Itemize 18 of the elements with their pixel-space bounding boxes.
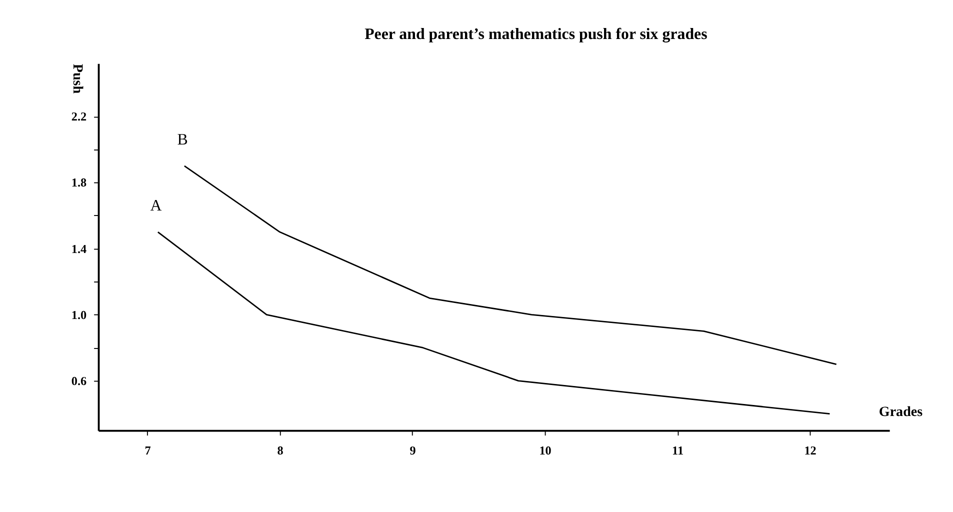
y-axis-title: Push	[69, 64, 86, 94]
x-tick-label: 8	[277, 443, 284, 458]
series-label: A	[150, 197, 162, 214]
line-series	[184, 165, 838, 365]
y-tick-label: 2.2	[71, 110, 87, 124]
series-label: B	[177, 131, 188, 148]
chart-title: Peer and parent’s mathematics push for six grades	[364, 26, 708, 44]
x-tick-label: 11	[672, 443, 684, 458]
x-tick-label: 12	[804, 443, 816, 458]
y-tick-label: 1.8	[71, 176, 87, 190]
x-tick-label: 9	[410, 443, 416, 458]
x-tick-label: 10	[539, 443, 552, 458]
x-tick-label: 7	[144, 443, 151, 458]
line-series	[157, 231, 830, 415]
y-tick-label: 0.6	[71, 374, 87, 388]
x-axis-title: Grades	[878, 404, 924, 420]
y-tick-label: 1.4	[71, 242, 87, 256]
y-tick-label: 1.0	[71, 308, 87, 322]
